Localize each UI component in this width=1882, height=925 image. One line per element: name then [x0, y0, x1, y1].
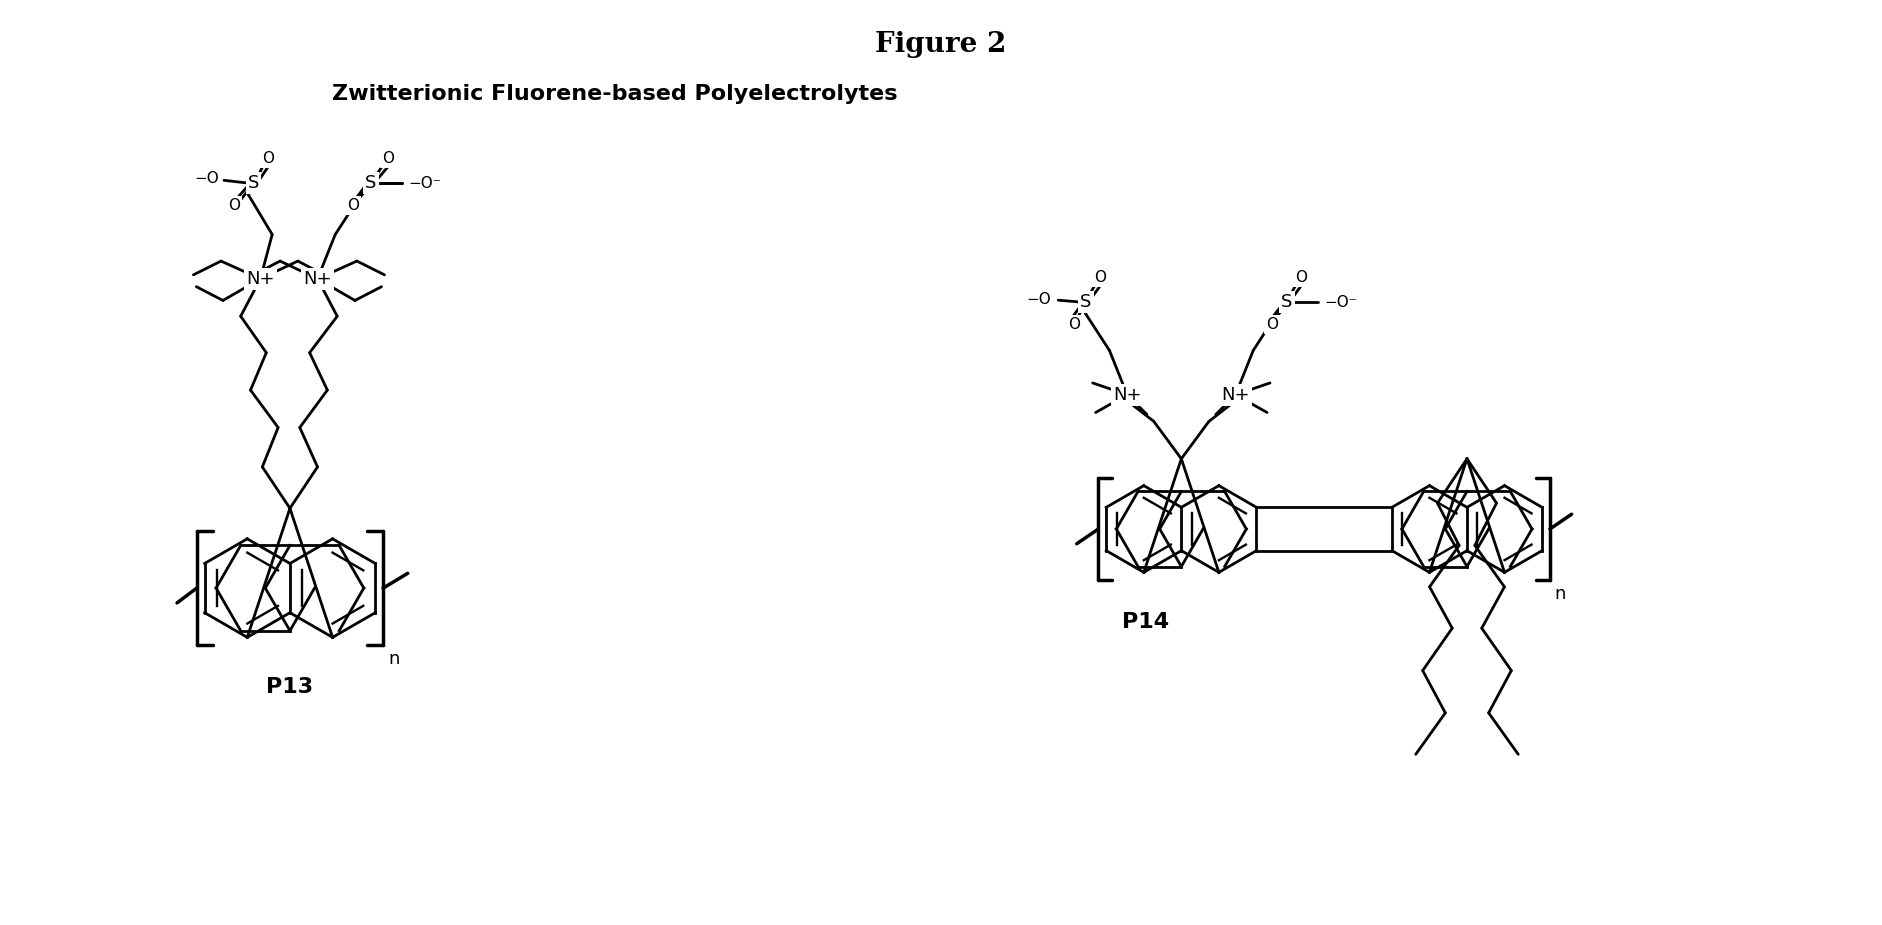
Text: Zwitterionic Fluorene-based Polyelectrolytes: Zwitterionic Fluorene-based Polyelectrol…: [331, 83, 898, 104]
Text: S: S: [1080, 293, 1092, 311]
Text: −O: −O: [194, 171, 218, 186]
Text: S: S: [248, 174, 260, 192]
Text: N+: N+: [1112, 386, 1140, 403]
Text: n: n: [388, 650, 399, 668]
Text: N+: N+: [303, 270, 331, 288]
Text: −O: −O: [1026, 291, 1050, 307]
Text: n: n: [1555, 586, 1566, 603]
Text: −O⁻: −O⁻: [1323, 295, 1357, 310]
Text: P13: P13: [265, 677, 312, 697]
Text: S: S: [365, 174, 376, 192]
Text: N+: N+: [247, 270, 275, 288]
Text: O: O: [228, 198, 239, 213]
Text: O: O: [1093, 269, 1107, 285]
Text: −O⁻: −O⁻: [408, 176, 440, 191]
Text: S: S: [1280, 293, 1291, 311]
Text: O: O: [262, 151, 275, 166]
Text: O: O: [1067, 317, 1080, 332]
Text: P14: P14: [1122, 611, 1169, 632]
Text: O: O: [346, 198, 359, 213]
Text: O: O: [382, 151, 393, 166]
Text: Figure 2: Figure 2: [875, 31, 1007, 58]
Text: O: O: [1265, 317, 1278, 332]
Text: O: O: [1295, 269, 1306, 285]
Text: N+: N+: [1221, 386, 1250, 403]
